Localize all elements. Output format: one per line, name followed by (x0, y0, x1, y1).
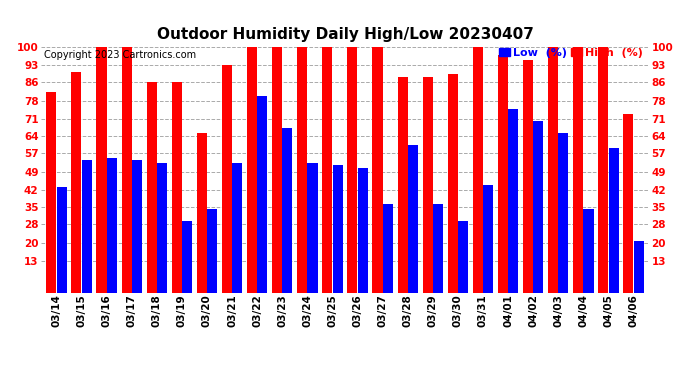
Bar (333, 165, 343, 292)
Bar (548, 48, 558, 292)
Bar (533, 121, 543, 292)
Bar (598, 48, 609, 292)
Bar (584, 209, 593, 292)
Bar (222, 64, 232, 292)
Bar (132, 160, 142, 292)
Bar (623, 114, 633, 292)
Bar (282, 128, 293, 292)
Bar (197, 133, 207, 292)
Bar (433, 204, 443, 292)
Text: Copyright 2023 Cartronics.com: Copyright 2023 Cartronics.com (44, 50, 197, 60)
Bar (322, 48, 333, 292)
Bar (383, 204, 393, 292)
Legend: Low  (%), High  (%): Low (%), High (%) (499, 48, 643, 58)
Bar (458, 221, 468, 292)
Bar (297, 48, 307, 292)
Bar (157, 163, 167, 292)
Bar (408, 146, 418, 292)
Bar (609, 148, 619, 292)
Bar (147, 82, 157, 292)
Title: Outdoor Humidity Daily High/Low 20230407: Outdoor Humidity Daily High/Low 20230407 (157, 27, 533, 42)
Bar (247, 48, 257, 292)
Bar (523, 60, 533, 292)
Bar (448, 74, 457, 292)
Bar (272, 48, 282, 292)
Bar (107, 158, 117, 292)
Bar (46, 92, 57, 292)
Bar (357, 168, 368, 292)
Bar (57, 187, 67, 292)
Bar (81, 160, 92, 292)
Bar (633, 241, 644, 292)
Bar (308, 163, 317, 292)
Bar (207, 209, 217, 292)
Bar (233, 163, 242, 292)
Bar (182, 221, 192, 292)
Bar (121, 48, 132, 292)
Bar (483, 184, 493, 292)
Bar (573, 48, 583, 292)
Bar (498, 55, 508, 292)
Bar (373, 48, 382, 292)
Bar (473, 48, 483, 292)
Bar (97, 48, 106, 292)
Bar (423, 77, 433, 292)
Bar (257, 96, 267, 292)
Bar (509, 109, 518, 292)
Bar (347, 48, 357, 292)
Bar (558, 133, 569, 292)
Bar (397, 77, 408, 292)
Bar (172, 82, 181, 292)
Bar (71, 72, 81, 292)
